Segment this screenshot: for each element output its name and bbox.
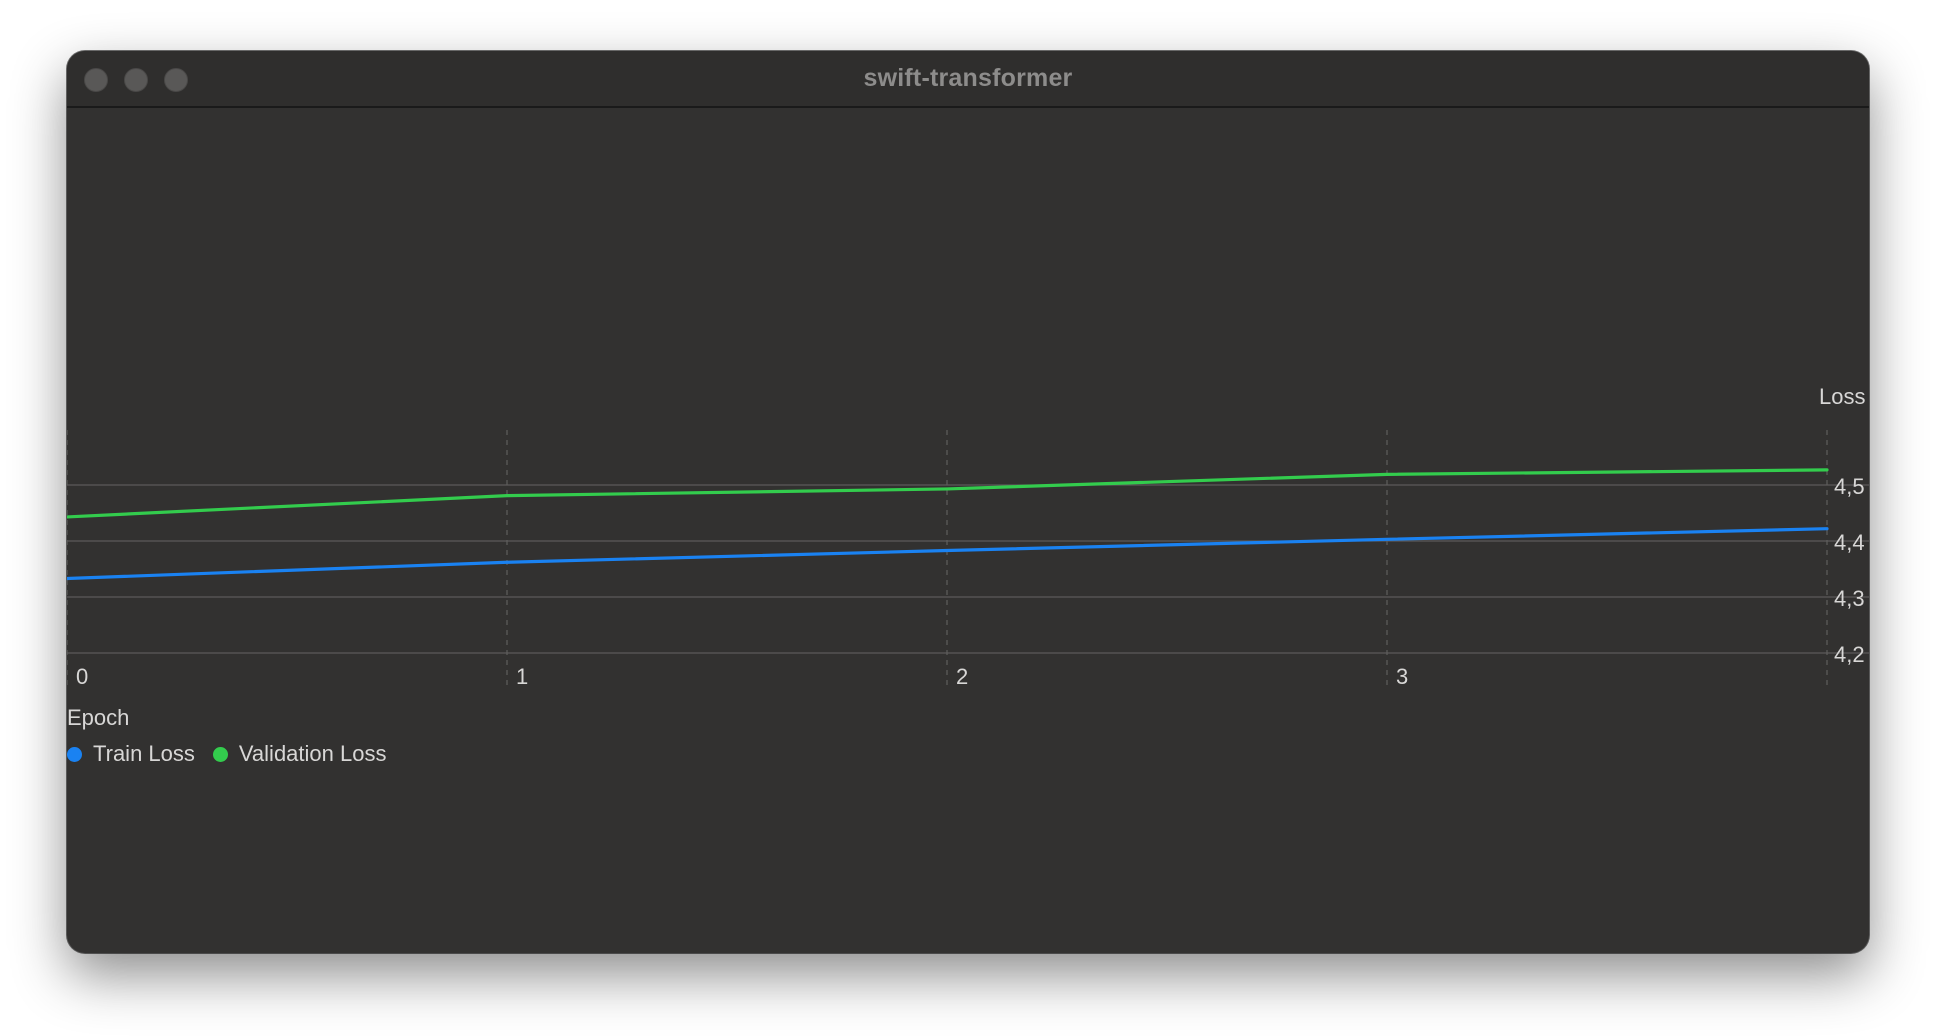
y-tick-label: 4,4 bbox=[1834, 530, 1865, 555]
minimize-window-button[interactable] bbox=[124, 68, 148, 92]
loss-chart: 0 1 2 3 4,5 4,4 4,3 4,2 Loss Epoch bbox=[67, 384, 1869, 730]
legend-item-train-loss: Train Loss bbox=[67, 741, 195, 767]
y-tick-label: 4,3 bbox=[1834, 586, 1865, 611]
y-tick-labels: 4,5 4,4 4,3 4,2 bbox=[1834, 474, 1865, 667]
chart-area: 0 1 2 3 4,5 4,4 4,3 4,2 Loss Epoch Train Loss … bbox=[67, 108, 1869, 953]
close-window-button[interactable] bbox=[84, 68, 108, 92]
chart-legend: Train Loss Validation Loss bbox=[67, 739, 404, 769]
y-gridlines bbox=[67, 484, 1869, 654]
train-loss-dot-icon bbox=[67, 746, 82, 762]
series-line-train-loss bbox=[67, 527, 1829, 581]
series-line-validation-loss bbox=[67, 468, 1829, 519]
x-tick-labels: 0 1 2 3 bbox=[76, 664, 1408, 689]
validation-loss-dot-icon bbox=[212, 746, 228, 762]
legend-label-train-loss: Train Loss bbox=[93, 741, 195, 766]
x-tick-label: 0 bbox=[76, 664, 88, 689]
x-tick-label: 3 bbox=[1396, 664, 1408, 689]
y-tick-label: 4,5 bbox=[1834, 474, 1865, 499]
zoom-window-button[interactable] bbox=[164, 68, 188, 92]
legend-item-validation-loss: Validation Loss bbox=[212, 741, 387, 767]
y-tick-label: 4,2 bbox=[1834, 642, 1865, 667]
y-axis-label: Loss bbox=[1819, 384, 1865, 409]
x-tick-label: 2 bbox=[956, 664, 968, 689]
x-tick-label: 1 bbox=[516, 664, 528, 689]
x-axis-label: Epoch bbox=[67, 705, 129, 730]
series-lines bbox=[67, 468, 1829, 581]
app-window: swift-transformer 0 1 2 3 4,5 4,4 4,3 4,2 Loss… bbox=[67, 51, 1869, 953]
window-title: swift-transformer bbox=[863, 64, 1073, 92]
legend-label-validation-loss: Validation Loss bbox=[238, 741, 387, 766]
x-gridlines bbox=[67, 430, 1828, 688]
title-bar[interactable]: swift-transformer bbox=[67, 51, 1869, 108]
